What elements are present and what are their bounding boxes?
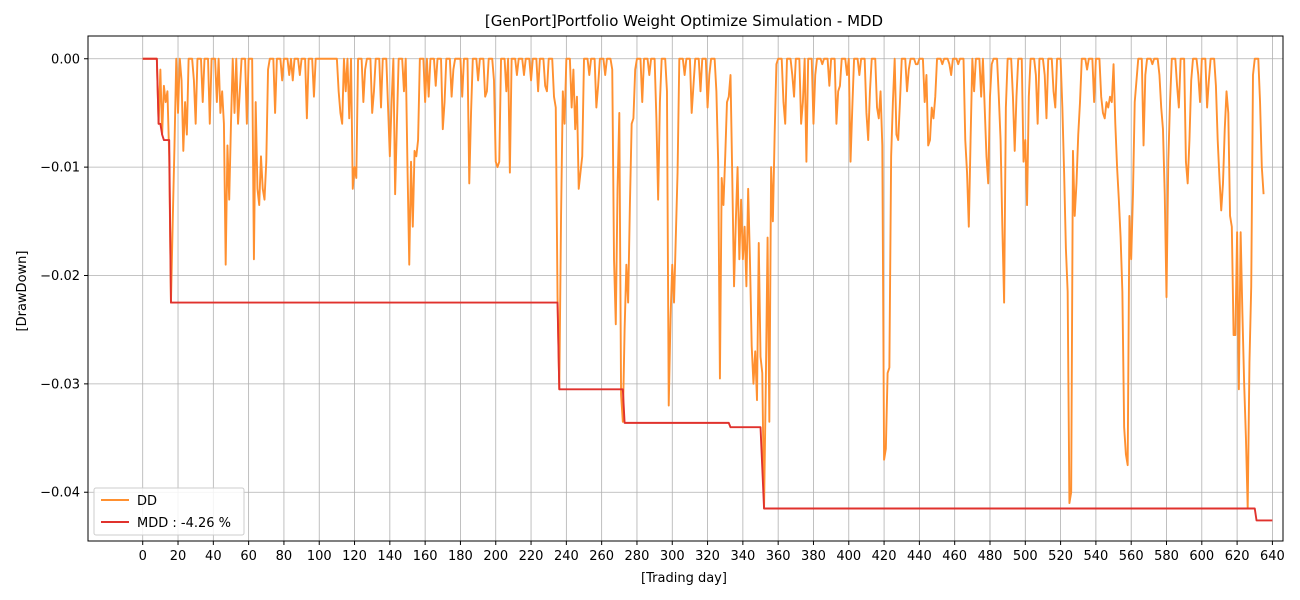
x-tick-label: 580 bbox=[1154, 549, 1179, 564]
x-tick-label: 40 bbox=[205, 549, 222, 564]
x-tick-label: 480 bbox=[978, 549, 1003, 564]
x-tick-label: 200 bbox=[483, 549, 508, 564]
x-tick-label: 500 bbox=[1013, 549, 1038, 564]
x-tick-label: 260 bbox=[589, 549, 614, 564]
x-tick-label: 300 bbox=[660, 549, 685, 564]
y-tick-label: −0.03 bbox=[40, 377, 80, 392]
x-tick-label: 320 bbox=[695, 549, 720, 564]
x-tick-label: 240 bbox=[554, 549, 579, 564]
x-tick-label: 400 bbox=[836, 549, 861, 564]
x-tick-label: 600 bbox=[1189, 549, 1214, 564]
x-tick-label: 560 bbox=[1119, 549, 1144, 564]
series-lines bbox=[142, 57, 1273, 522]
x-tick-label: 220 bbox=[519, 549, 544, 564]
x-tick-label: 540 bbox=[1083, 549, 1108, 564]
x-tick-label: 520 bbox=[1048, 549, 1073, 564]
mdd-series-line bbox=[142, 57, 1273, 522]
chart-title: [GenPort]Portfolio Weight Optimize Simul… bbox=[485, 12, 883, 30]
plot-frame bbox=[87, 35, 1284, 542]
legend-label-mdd: MDD : -4.26 % bbox=[137, 516, 231, 531]
x-tick-label: 0 bbox=[139, 549, 147, 564]
x-tick-label: 20 bbox=[170, 549, 187, 564]
y-axis-ticks: 0.00 −0.01 −0.02 −0.03 −0.04 bbox=[40, 52, 88, 501]
x-axis-label: [Trading day] bbox=[641, 571, 727, 586]
y-tick-label: 0.00 bbox=[51, 52, 80, 67]
x-tick-label: 440 bbox=[907, 549, 932, 564]
x-tick-label: 160 bbox=[413, 549, 438, 564]
y-tick-label: −0.01 bbox=[40, 161, 80, 176]
x-tick-label: 380 bbox=[801, 549, 826, 564]
x-tick-label: 620 bbox=[1225, 549, 1250, 564]
x-tick-label: 180 bbox=[448, 549, 473, 564]
x-tick-label: 100 bbox=[307, 549, 332, 564]
x-tick-label: 360 bbox=[766, 549, 791, 564]
y-tick-label: −0.02 bbox=[40, 269, 80, 284]
legend-frame bbox=[93, 487, 245, 536]
x-tick-label: 460 bbox=[942, 549, 967, 564]
x-tick-label: 120 bbox=[342, 549, 367, 564]
x-axis-ticks: 0 20 40 60 80 100 120 140 160 180 200 220 240 260 280 3… bbox=[139, 541, 1285, 564]
x-tick-label: 60 bbox=[240, 549, 257, 564]
x-tick-label: 340 bbox=[730, 549, 755, 564]
legend: DD MDD : -4.26 % bbox=[93, 487, 245, 536]
x-tick-label: 420 bbox=[872, 549, 897, 564]
y-axis-label: [DrawDown] bbox=[15, 251, 30, 332]
x-tick-label: 640 bbox=[1260, 549, 1285, 564]
x-tick-label: 280 bbox=[625, 549, 650, 564]
x-tick-label: 140 bbox=[377, 549, 402, 564]
legend-label-dd: DD bbox=[137, 494, 157, 509]
x-tick-label: 80 bbox=[276, 549, 293, 564]
grid bbox=[88, 36, 1283, 541]
dd-series-line bbox=[142, 57, 1265, 510]
y-tick-label: −0.04 bbox=[40, 486, 80, 501]
